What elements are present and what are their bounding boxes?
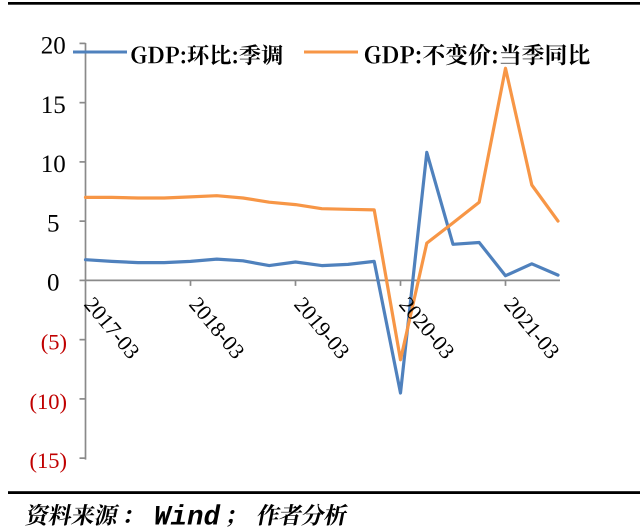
svg-text:(10): (10) xyxy=(30,389,68,414)
svg-text:Wind: Wind xyxy=(154,503,221,530)
svg-text:0: 0 xyxy=(47,270,60,297)
svg-text:5: 5 xyxy=(47,210,60,237)
svg-text:(5): (5) xyxy=(41,330,67,355)
svg-text:10: 10 xyxy=(41,151,66,178)
svg-text:15: 15 xyxy=(41,92,66,119)
svg-text:(15): (15) xyxy=(30,448,68,473)
svg-text:20: 20 xyxy=(41,33,66,60)
